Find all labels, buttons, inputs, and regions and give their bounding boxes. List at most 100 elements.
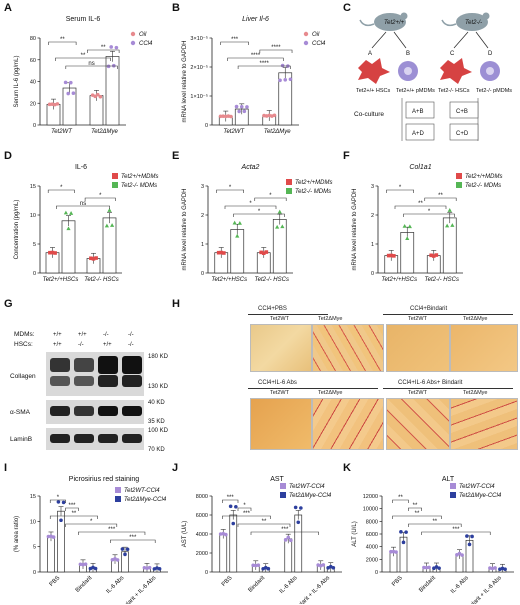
coculture-schematic: Tet2+/+ Tet2-/- A B C D Tet2+/+ HSCs Tet… (354, 12, 512, 141)
y-tick-label: 6000 (196, 513, 208, 519)
bar (47, 536, 55, 573)
x-tick-label: IL-6 Abs (450, 575, 470, 595)
row-label-hscs: HSCs: (14, 341, 33, 348)
y-tick-label: 0 (33, 123, 36, 129)
chart-title: IL-6 (75, 164, 87, 171)
mouse-wt-icon (359, 12, 408, 31)
geno-wt-4: Tet2WT (408, 390, 427, 396)
y-tick-label: 3 (371, 184, 374, 190)
data-point (69, 211, 74, 215)
sig-bracket (394, 205, 447, 209)
legend-label: Tet2WT-CCl4 (124, 488, 160, 494)
y-tick-label: 0 (201, 271, 204, 277)
data-point (61, 500, 66, 505)
sig-label: *** (452, 527, 460, 533)
sig-bracket (220, 41, 249, 45)
y-tick-label: 10 (30, 213, 36, 219)
geno-mye-3: Tet2ΔMye (318, 390, 343, 396)
combo-box-cd (449, 123, 479, 141)
sig-bracket (224, 205, 277, 209)
sig-label: ** (81, 53, 86, 59)
legend-label: CCl4 (312, 41, 326, 47)
data-point (234, 504, 238, 509)
sig-label: * (60, 185, 63, 191)
x-tick-label: IL-6 Abs (279, 575, 299, 595)
data-point (222, 251, 226, 255)
mdms-lane4: -/- (128, 332, 134, 338)
laminb-blot (46, 428, 144, 450)
legend-swatch (456, 182, 462, 188)
legend-swatch (112, 173, 118, 179)
sig-bracket (110, 539, 156, 543)
data-point (120, 547, 125, 551)
data-point (91, 257, 96, 261)
chart-panel-d: IL-6 0 5 10 15 Concentration (pg/mL) Tet2+/+HS… (14, 164, 158, 283)
sig-label: ** (398, 495, 403, 501)
chart-title: Col1a1 (409, 164, 431, 171)
data-point (251, 563, 255, 568)
blot-label-sma: α-SMA (10, 409, 31, 416)
sig-label: * (399, 185, 402, 191)
y-tick-label: 60 (30, 58, 36, 64)
data-point (218, 114, 223, 119)
data-point (272, 113, 277, 118)
legend-label: Tet2-/- MDMs (465, 183, 501, 189)
data-point (389, 253, 394, 258)
data-point (66, 226, 71, 231)
legend-swatch (115, 496, 121, 502)
kd-130: 130 KD (148, 384, 169, 390)
combo-box-cb (449, 101, 479, 119)
data-point (431, 254, 436, 258)
y-tick-label: 0 (205, 123, 208, 129)
cell-label-c: Tet2-/- HSCs (438, 88, 470, 94)
kd-70: 70 KD (148, 447, 165, 453)
y-tick-label: 1×10⁻⁵ (190, 93, 208, 100)
data-point (93, 94, 97, 99)
sig-bracket (84, 197, 116, 201)
sig-label: * (57, 495, 60, 501)
data-point (402, 223, 407, 228)
histo-il6-wt (250, 398, 312, 450)
histo-il6-mye (312, 398, 384, 450)
data-point (261, 251, 266, 255)
western-blot: MDMs: HSCs: +/+ +/+ -/- -/- +/+ -/- +/+ … (8, 306, 173, 466)
sig-bracket (254, 197, 287, 201)
panel-label-c: C (343, 2, 351, 14)
data-point (110, 223, 115, 227)
kd-100: 100 KD (148, 428, 169, 434)
kd-35: 35 KD (148, 419, 165, 425)
data-point (123, 552, 127, 557)
sig-label: ** (101, 45, 106, 51)
data-point (447, 208, 452, 212)
legend-label: Tet2+/+MDMs (465, 174, 502, 180)
data-point (47, 102, 52, 107)
data-point (399, 530, 403, 534)
x-tick-label: Tet2-/- HSCs (255, 277, 289, 283)
data-point (50, 250, 55, 255)
histo-pbs-mye (312, 324, 384, 372)
row-label-mdms: MDMs: (14, 331, 35, 338)
data-point (386, 253, 391, 258)
data-point (104, 223, 109, 228)
sig-label: ** (262, 519, 267, 525)
sig-label: ** (432, 519, 437, 525)
data-point (283, 538, 288, 542)
x-tick-label: Tet2ΔMye (264, 129, 291, 135)
chart-title: AST (270, 476, 284, 483)
data-point (107, 208, 112, 212)
legend-label: Tet2+/+MDMs (121, 174, 158, 180)
legend-label: Tet2ΔMye-CCl4 (124, 497, 167, 503)
y-axis-label: mRNA level relative to GAPDH (182, 40, 188, 122)
data-point (114, 45, 119, 50)
y-axis-label: mRNA level relative to GAPDH (182, 188, 188, 270)
data-point (288, 77, 293, 82)
y-tick-label: 15 (30, 494, 36, 500)
sig-label: *** (231, 37, 239, 43)
legend-label: Tet2-/- MDMs (121, 183, 157, 189)
panel-label-f: F (343, 150, 350, 162)
data-point (424, 565, 429, 570)
data-point (503, 567, 507, 571)
data-point (228, 504, 233, 509)
chart-title: Liver Il-6 (242, 16, 269, 23)
combo-cb: C+B (456, 109, 468, 115)
